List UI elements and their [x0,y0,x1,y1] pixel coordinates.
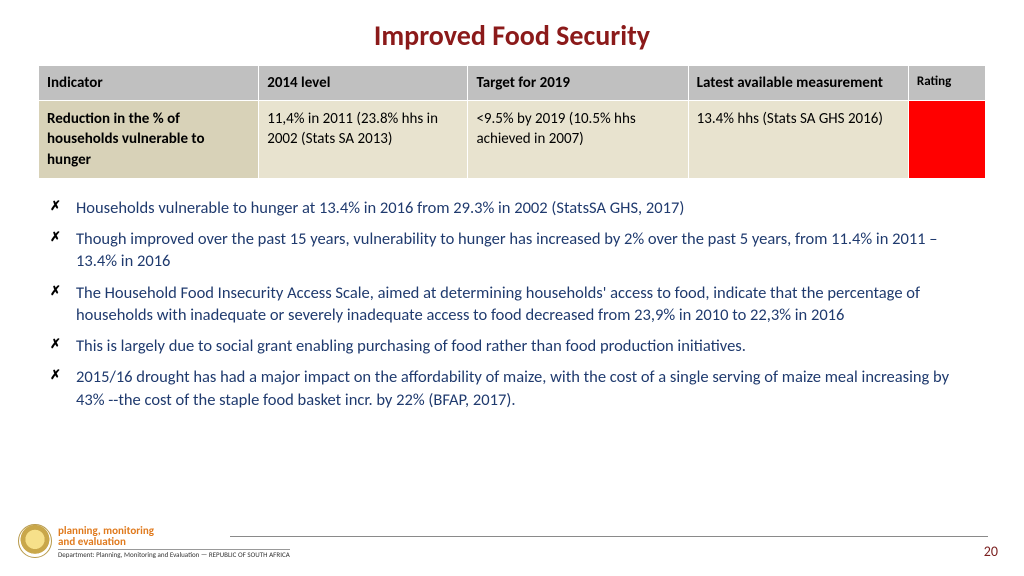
dept-line3: Department: Planning, Monitoring and Eva… [58,549,290,558]
bullet-item: Though improved over the past 15 years, … [56,228,976,273]
col-target: Target for 2019 [468,66,688,101]
bullet-item: Households vulnerable to hunger at 13.4%… [56,197,976,219]
col-indicator: Indicator [39,66,259,101]
col-2014: 2014 level [259,66,468,101]
bullet-item: This is largely due to social grant enab… [56,335,976,357]
page-number: 20 [984,543,998,560]
department-logo: planning, monitoring and evaluation Depa… [18,524,290,558]
slide-footer: planning, monitoring and evaluation Depa… [0,518,1024,564]
indicator-table: Indicator 2014 level Target for 2019 Lat… [38,65,986,179]
cell-target: <9.5% by 2019 (10.5% hhs achieved in 200… [468,101,688,179]
col-rating: Rating [908,66,985,101]
cell-indicator: Reduction in the % of households vulnera… [39,101,259,179]
cell-2014: 11,4% in 2011 (23.8% hhs in 2002 (Stats … [259,101,468,179]
footer-divider [230,536,988,537]
cell-latest: 13.4% hhs (Stats SA GHS 2016) [688,101,908,179]
bullet-list: Households vulnerable to hunger at 13.4%… [56,197,976,411]
bullet-item: The Household Food Insecurity Access Sca… [56,282,976,327]
bullet-item: 2015/16 drought has had a major impact o… [56,366,976,411]
table-row: Reduction in the % of households vulnera… [39,101,986,179]
col-latest: Latest available measurement [688,66,908,101]
department-text: planning, monitoring and evaluation Depa… [58,525,290,558]
dept-line1: planning, monitoring [58,525,290,536]
cell-rating [908,101,985,179]
page-title: Improved Food Security [0,0,1024,65]
dept-line2: and evaluation [58,536,290,547]
table-header-row: Indicator 2014 level Target for 2019 Lat… [39,66,986,101]
coat-of-arms-icon [18,524,52,558]
